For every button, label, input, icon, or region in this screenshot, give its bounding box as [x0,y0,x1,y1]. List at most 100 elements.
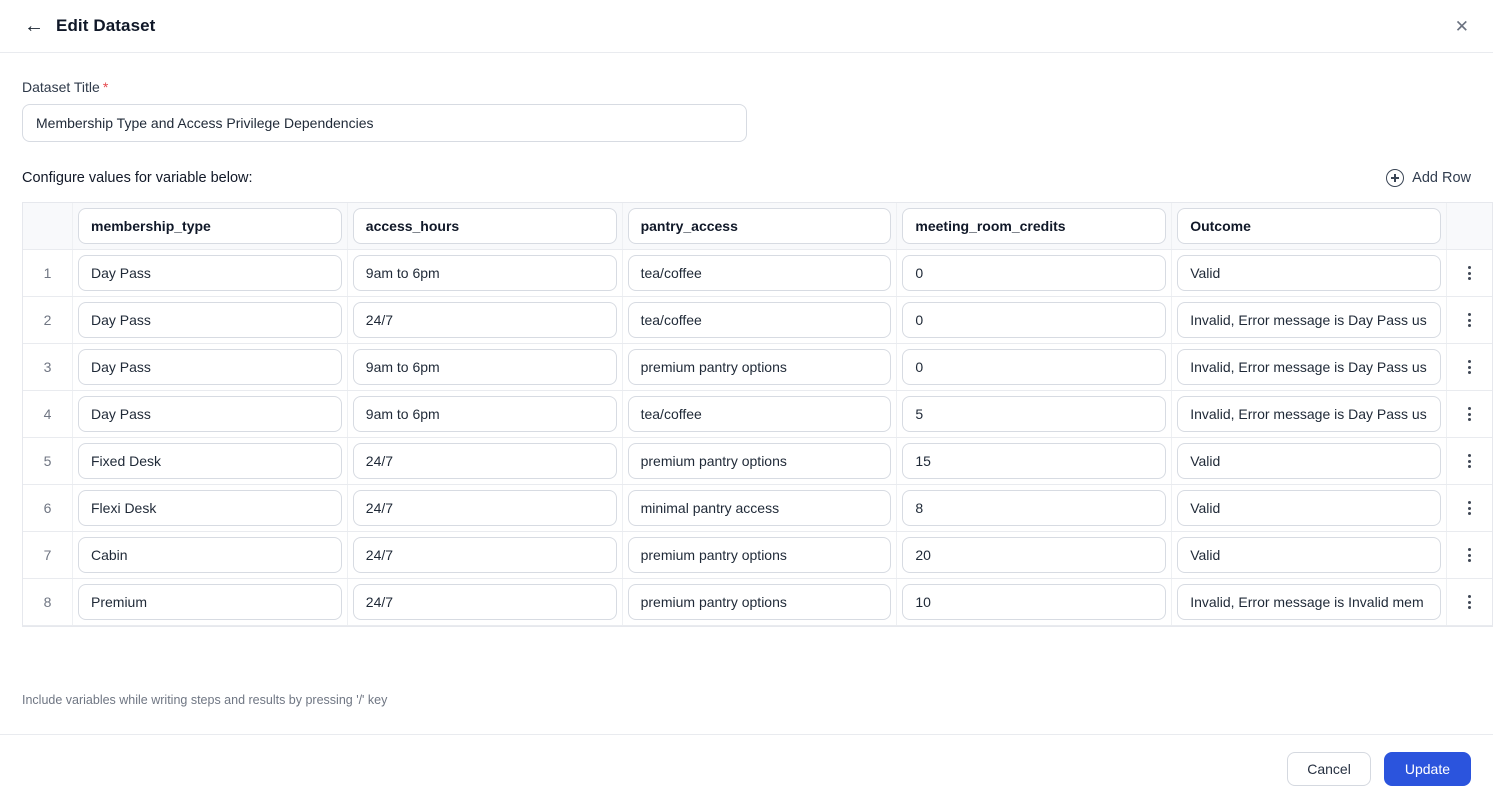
plus-circle-icon [1386,169,1405,187]
cell-input-outcome[interactable]: Valid [1177,255,1441,291]
table-cell: Day Pass [73,250,348,296]
kebab-menu-icon[interactable] [1464,497,1475,519]
table-cell: 9am to 6pm [348,391,623,437]
cell-input-pantry-access[interactable]: tea/coffee [627,255,892,291]
cell-input-access-hours[interactable]: 9am to 6pm [352,396,617,432]
cell-input-access-hours[interactable]: 24/7 [352,443,617,479]
table-cell: Valid [1172,485,1447,531]
column-header-meeting-room-credits[interactable]: meeting_room_credits [902,208,1167,244]
cell-input-meeting-room-credits[interactable]: 0 [902,349,1167,385]
cell-input-access-hours[interactable]: 24/7 [352,537,617,573]
table-cell: Fixed Desk [73,438,348,484]
cell-input-membership-type[interactable]: Day Pass [78,302,342,338]
cell-input-membership-type[interactable]: Day Pass [78,255,342,291]
table-cell: 24/7 [348,485,623,531]
cell-input-membership-type[interactable]: Cabin [78,537,342,573]
table-cell: 9am to 6pm [348,250,623,296]
cell-input-membership-type[interactable]: Fixed Desk [78,443,342,479]
column-header-access-hours[interactable]: access_hours [352,208,617,244]
table-cell: premium pantry options [623,532,898,578]
table-cell: 5 [897,391,1173,437]
table-cell: premium pantry options [623,579,898,625]
row-menu-cell [1447,579,1492,625]
configure-caption: Configure values for variable below: [22,170,253,186]
table-cell: 8 [897,485,1173,531]
cell-input-meeting-room-credits[interactable]: 0 [902,302,1167,338]
row-number: 2 [23,297,73,343]
cell-input-pantry-access[interactable]: tea/coffee [627,396,892,432]
table-cell: 24/7 [348,438,623,484]
update-button[interactable]: Update [1383,752,1471,786]
dataset-title-label: Dataset Title [22,79,100,95]
cancel-button[interactable]: Cancel [1287,752,1371,786]
kebab-menu-icon[interactable] [1464,309,1475,331]
cell-input-membership-type[interactable]: Premium [78,584,342,620]
cell-input-pantry-access[interactable]: premium pantry options [627,537,892,573]
row-number: 3 [23,344,73,390]
table-cell: 10 [897,579,1173,625]
kebab-menu-icon[interactable] [1464,544,1475,566]
table-cell: 15 [897,438,1173,484]
kebab-menu-icon[interactable] [1464,450,1475,472]
add-row-button[interactable]: Add Row [1386,169,1471,187]
dataset-title-label-row: Dataset Title * [22,79,1493,95]
kebab-menu-icon[interactable] [1464,356,1475,378]
table-cell: Valid [1172,438,1447,484]
cell-input-membership-type[interactable]: Day Pass [78,396,342,432]
cell-input-pantry-access[interactable]: premium pantry options [627,584,892,620]
row-number: 6 [23,485,73,531]
table-row: 7 Cabin 24/7 premium pantry options 20 Valid [23,532,1492,579]
kebab-menu-icon[interactable] [1464,262,1475,284]
table-cell: Day Pass [73,391,348,437]
kebab-menu-icon[interactable] [1464,403,1475,425]
cell-input-meeting-room-credits[interactable]: 8 [902,490,1167,526]
column-header-outcome[interactable]: Outcome [1177,208,1441,244]
cell-input-access-hours[interactable]: 24/7 [352,490,617,526]
table-cell: 24/7 [348,532,623,578]
table-cell: 9am to 6pm [348,344,623,390]
back-arrow-icon[interactable]: ← [24,15,44,37]
cell-input-outcome[interactable]: Valid [1177,443,1441,479]
cell-input-outcome[interactable]: Valid [1177,537,1441,573]
cell-input-access-hours[interactable]: 9am to 6pm [352,255,617,291]
table-cell: 0 [897,344,1173,390]
cell-input-pantry-access[interactable]: premium pantry options [627,443,892,479]
cell-input-outcome[interactable]: Invalid, Error message is Day Pass us [1177,396,1441,432]
cell-input-membership-type[interactable]: Flexi Desk [78,490,342,526]
cell-input-meeting-room-credits[interactable]: 10 [902,584,1167,620]
cell-input-meeting-room-credits[interactable]: 15 [902,443,1167,479]
cell-input-access-hours[interactable]: 9am to 6pm [352,349,617,385]
table-cell: Cabin [73,532,348,578]
row-menu-cell [1447,532,1492,578]
kebab-menu-icon[interactable] [1464,591,1475,613]
cell-input-meeting-room-credits[interactable]: 5 [902,396,1167,432]
table-cell: 0 [897,250,1173,296]
cell-input-access-hours[interactable]: 24/7 [352,302,617,338]
cell-input-pantry-access[interactable]: premium pantry options [627,349,892,385]
table-header-row: membership_type access_hours pantry_acce… [23,203,1492,250]
cell-input-outcome[interactable]: Invalid, Error message is Invalid mem [1177,584,1441,620]
cell-input-pantry-access[interactable]: minimal pantry access [627,490,892,526]
dataset-title-input[interactable] [22,104,747,142]
row-menu-cell [1447,391,1492,437]
cell-input-meeting-room-credits[interactable]: 20 [902,537,1167,573]
column-header-membership-type[interactable]: membership_type [78,208,342,244]
table-row: 6 Flexi Desk 24/7 minimal pantry access 8 Val… [23,485,1492,532]
table-cell: tea/coffee [623,391,898,437]
cell-input-outcome[interactable]: Invalid, Error message is Day Pass us [1177,302,1441,338]
cell-input-access-hours[interactable]: 24/7 [352,584,617,620]
cell-input-outcome[interactable]: Valid [1177,490,1441,526]
footer-divider [0,734,1493,735]
cell-input-outcome[interactable]: Invalid, Error message is Day Pass us [1177,349,1441,385]
cell-input-pantry-access[interactable]: tea/coffee [627,302,892,338]
add-row-label: Add Row [1412,170,1471,186]
close-icon[interactable]: ✕ [1454,16,1469,36]
row-menu-cell [1447,250,1492,296]
row-menu-cell [1447,438,1492,484]
cell-input-membership-type[interactable]: Day Pass [78,349,342,385]
table-cell: Valid [1172,532,1447,578]
cell-input-meeting-room-credits[interactable]: 0 [902,255,1167,291]
table-cell: tea/coffee [623,250,898,296]
row-number: 1 [23,250,73,296]
column-header-pantry-access[interactable]: pantry_access [627,208,892,244]
